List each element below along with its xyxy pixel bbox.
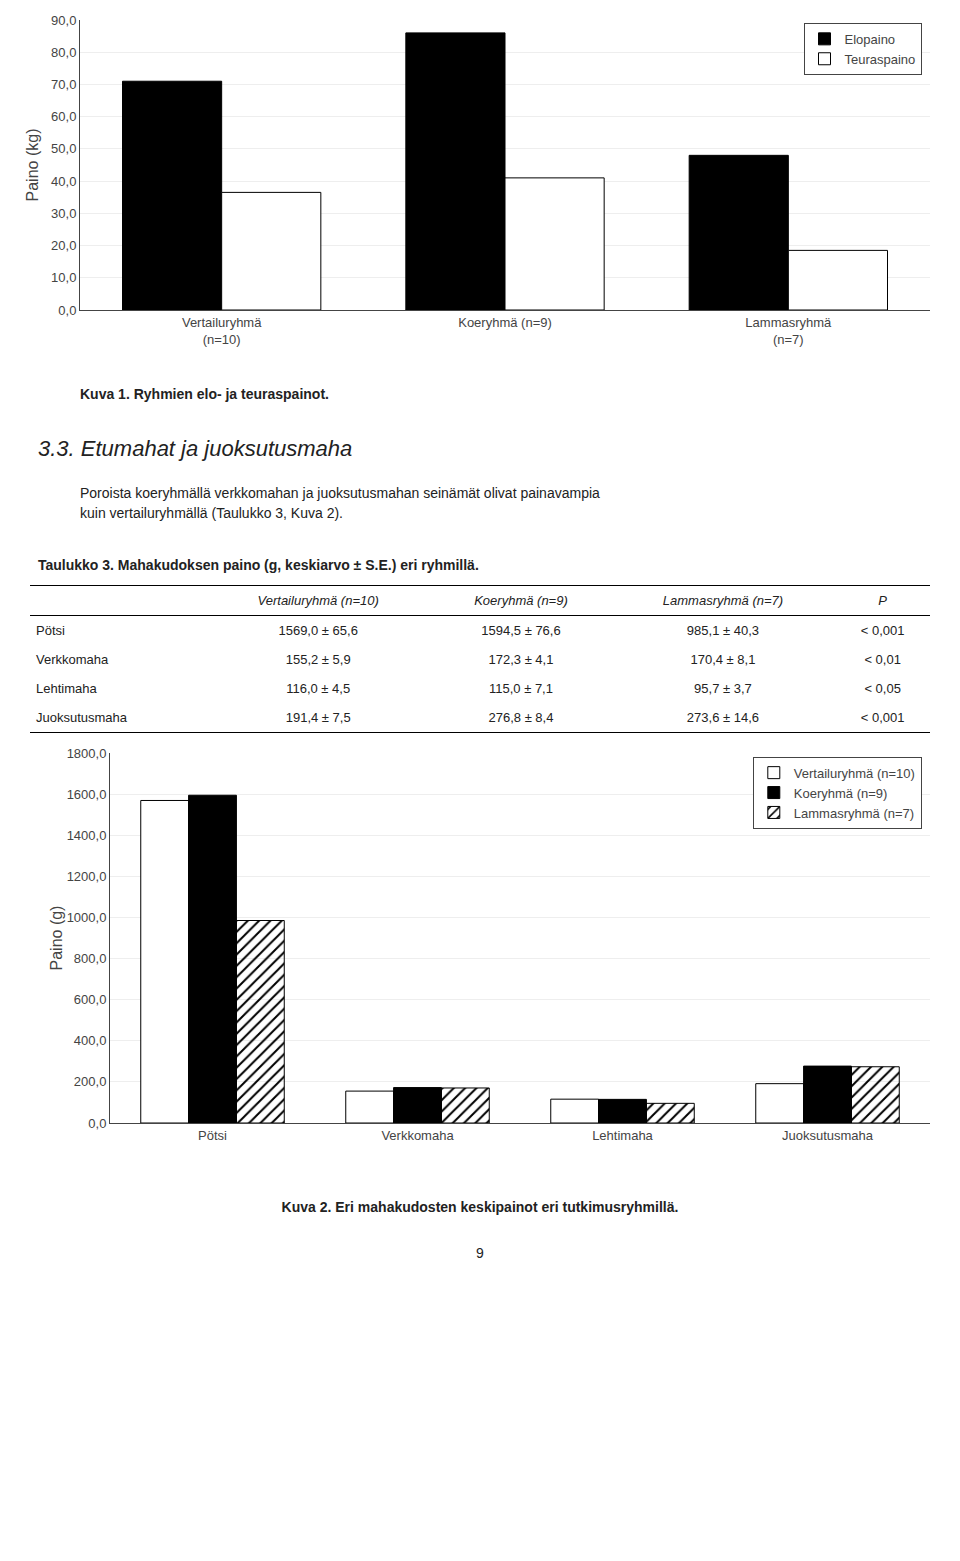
svg-text:Paino (g): Paino (g) xyxy=(48,906,65,971)
html-text:273,6 ± 14,6: 273,6 ± 14,6 xyxy=(686,710,760,726)
html-text:985,1 ± 40,3: 985,1 ± 40,3 xyxy=(686,623,760,639)
html-text:< 0,001: < 0,001 xyxy=(860,710,905,726)
html-text:Poroista koeryhmällä verkkomah: Poroista koeryhmällä verkkomahan ja juok… xyxy=(80,485,600,521)
svg-text:Pötsi: Pötsi xyxy=(198,1128,227,1143)
html-text:9: 9 xyxy=(476,1245,484,1262)
html-text:< 0,01: < 0,01 xyxy=(864,652,901,668)
html-text:Kuva 1. Ryhmien elo- ja teuras: Kuva 1. Ryhmien elo- ja teuraspainot. xyxy=(80,386,329,402)
html-text:Kuva 2. Eri mahakudosten keski: Kuva 2. Eri mahakudosten keskipainot eri… xyxy=(281,1199,679,1216)
html-text:Koeryhmä (n=9): Koeryhmä (n=9) xyxy=(474,593,568,609)
html-text:< 0,05: < 0,05 xyxy=(864,681,901,697)
html-text:Lehtimaha: Lehtimaha xyxy=(36,681,97,697)
html-text:276,8 ± 8,4: 276,8 ± 8,4 xyxy=(488,710,554,726)
svg-text:1800,0: 1800,0 xyxy=(67,746,107,761)
svg-text:Elopaino: Elopaino xyxy=(845,32,896,47)
svg-text:30,0: 30,0 xyxy=(51,206,76,221)
svg-text:0,0: 0,0 xyxy=(58,303,76,318)
html-text:Vertailuryhmä (n=10): Vertailuryhmä (n=10) xyxy=(257,593,379,609)
svg-text:70,0: 70,0 xyxy=(51,77,76,92)
svg-text:Lammasryhmä (n=7): Lammasryhmä (n=7) xyxy=(794,806,914,821)
html-text:172,3 ± 4,1: 172,3 ± 4,1 xyxy=(488,652,554,668)
html-text:170,4 ± 8,1: 170,4 ± 8,1 xyxy=(690,652,756,668)
svg-text:Paino (kg): Paino (kg) xyxy=(24,129,41,202)
svg-text:Juoksutusmaha: Juoksutusmaha xyxy=(782,1128,874,1143)
html-text:95,7 ± 3,7: 95,7 ± 3,7 xyxy=(694,681,752,697)
svg-text:1600,0: 1600,0 xyxy=(67,787,107,802)
html-text:3.3. Etumahat ja juoksutusmaha: 3.3. Etumahat ja juoksutusmaha xyxy=(38,436,353,461)
svg-text:1400,0: 1400,0 xyxy=(67,828,107,843)
html-text:Juoksutusmaha: Juoksutusmaha xyxy=(36,710,128,726)
svg-text:Koeryhmä (n=9): Koeryhmä (n=9) xyxy=(794,786,888,801)
html-text:155,2 ± 5,9: 155,2 ± 5,9 xyxy=(285,652,351,668)
svg-text:Vertailuryhmä (n=10): Vertailuryhmä (n=10) xyxy=(794,766,915,781)
svg-text:Teuraspaino: Teuraspaino xyxy=(845,52,916,67)
html-text:116,0 ± 4,5: 116,0 ± 4,5 xyxy=(286,681,351,697)
html-text:191,4 ± 7,5: 191,4 ± 7,5 xyxy=(285,710,351,726)
svg-text:1000,0: 1000,0 xyxy=(67,910,107,925)
html-text:Lammasryhmä (n=7): Lammasryhmä (n=7) xyxy=(662,593,784,609)
html-text:115,0 ± 7,1: 115,0 ± 7,1 xyxy=(489,681,553,697)
html-text:P: P xyxy=(878,593,887,609)
svg-text:50,0: 50,0 xyxy=(51,141,76,156)
svg-text:1200,0: 1200,0 xyxy=(67,869,107,884)
svg-text:400,0: 400,0 xyxy=(74,1034,107,1049)
svg-text:60,0: 60,0 xyxy=(51,109,76,124)
svg-text:40,0: 40,0 xyxy=(51,174,76,189)
svg-text:0,0: 0,0 xyxy=(88,1116,106,1131)
html-text:1594,5 ± 76,6: 1594,5 ± 76,6 xyxy=(481,623,561,639)
svg-text:600,0: 600,0 xyxy=(74,992,107,1007)
svg-text:20,0: 20,0 xyxy=(51,238,76,253)
svg-text:80,0: 80,0 xyxy=(51,45,76,60)
html-text:Taulukko 3. Mahakudoksen paino: Taulukko 3. Mahakudoksen paino (g, keski… xyxy=(38,557,479,574)
svg-text:Lehtimaha: Lehtimaha xyxy=(592,1128,653,1143)
html-text:Pötsi: Pötsi xyxy=(36,623,65,639)
html-text:< 0,001: < 0,001 xyxy=(860,623,905,639)
html-text:Verkkomaha: Verkkomaha xyxy=(36,652,109,668)
svg-text:10,0: 10,0 xyxy=(51,270,76,285)
svg-text:200,0: 200,0 xyxy=(74,1075,107,1090)
svg-text:Verkkomaha: Verkkomaha xyxy=(381,1128,454,1143)
svg-text:90,0: 90,0 xyxy=(51,13,76,28)
svg-text:Lammasryhmä(n=7): Lammasryhmä(n=7) xyxy=(745,315,832,347)
svg-text:Vertailuryhmä(n=10): Vertailuryhmä(n=10) xyxy=(182,315,262,347)
html-text:1569,0 ± 65,6: 1569,0 ± 65,6 xyxy=(278,623,358,639)
svg-text:800,0: 800,0 xyxy=(74,951,107,966)
svg-text:Koeryhmä (n=9): Koeryhmä (n=9) xyxy=(458,315,552,330)
